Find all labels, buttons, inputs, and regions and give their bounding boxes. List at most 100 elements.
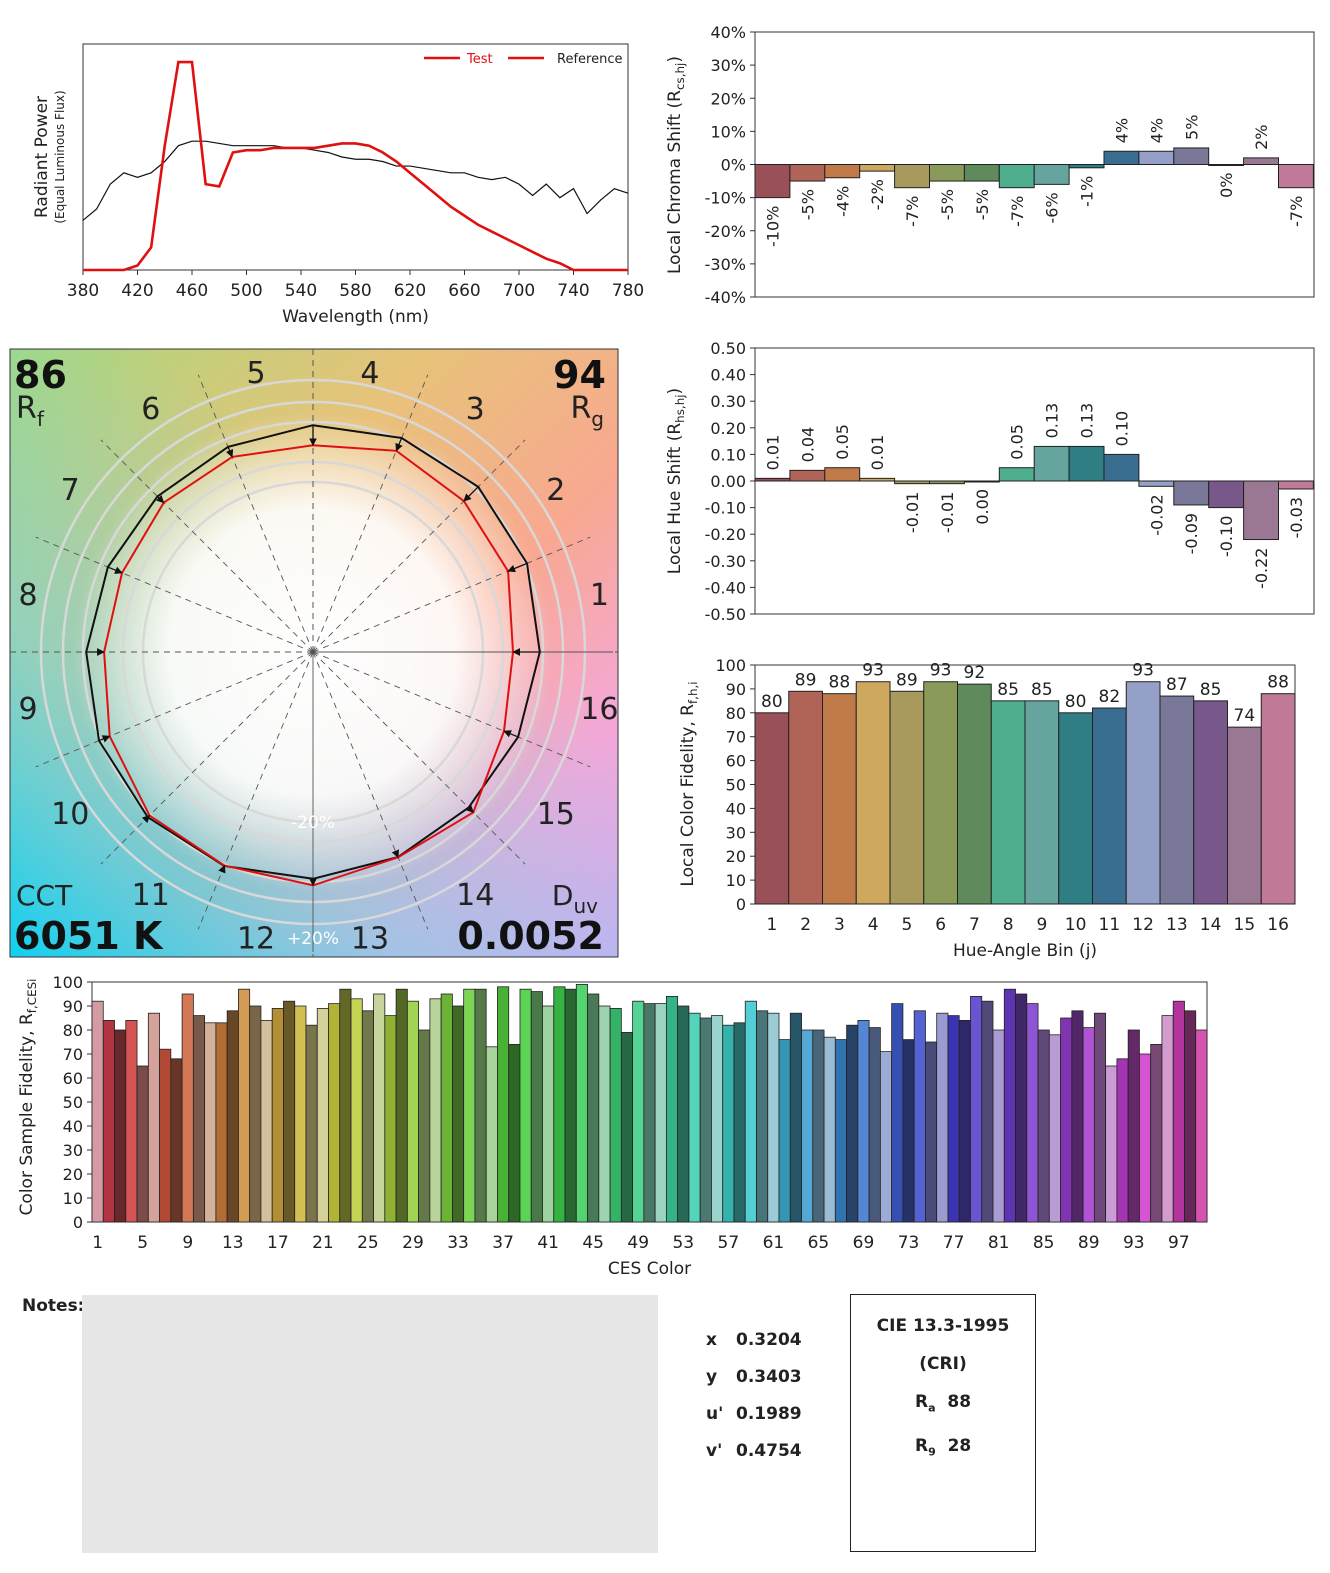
chroma-shift-chart-data-label: -7%: [1008, 196, 1027, 227]
ces-bar: [328, 1003, 341, 1223]
chroma-shift-chart-ytick-label: 40%: [710, 23, 746, 42]
lf-bar: [889, 690, 925, 905]
rg-value: 94: [553, 353, 606, 397]
ces-xtick-label: 73: [898, 1233, 920, 1253]
lf-ytick-label: 40: [726, 799, 746, 818]
lf-bar: [923, 681, 958, 905]
spd-ylabel: Radiant Power: [32, 96, 52, 218]
lf-xtick-label: 2: [800, 915, 811, 935]
ces-bar: [395, 988, 408, 1223]
ces-bar: [316, 1008, 329, 1223]
vector-sector-line: [312, 651, 591, 768]
hue-shift-chart-ytick-label: 0.50: [710, 339, 746, 358]
chroma-shift-chart-ytick-label: 0%: [721, 156, 746, 175]
ces-xtick-label: 5: [137, 1233, 148, 1253]
cri-title: CIE 13.3-1995: [876, 1316, 1010, 1336]
ces-xtick-label: 25: [357, 1233, 379, 1253]
hue-shift-chart-data-label: 0.04: [798, 427, 817, 463]
hue-shift-chart-bar: [1278, 480, 1314, 490]
hue-shift-chart-ytick-label: 0.30: [710, 392, 746, 411]
hue-shift-chart-data-label: -0.10: [1217, 516, 1236, 557]
hue-shift-chart-data-label: 0.10: [1112, 411, 1131, 447]
ces-bar: [102, 1020, 115, 1223]
hue-shift-chart-data-label: -0.01: [938, 492, 957, 533]
ces-bar: [159, 1048, 172, 1223]
cri-ra-sub: a: [928, 1401, 936, 1415]
spd-frame: [82, 43, 629, 271]
lf-data-label: 88: [829, 673, 851, 693]
rf-sub: f: [37, 407, 45, 431]
ces-bar: [778, 1039, 791, 1223]
vector-arrow: [507, 562, 528, 573]
lf-xtick-label: 6: [935, 915, 946, 935]
ces-bar: [271, 1008, 284, 1223]
cri-ra-label: R: [915, 1392, 929, 1412]
ces-xtick-label: 29: [402, 1233, 424, 1253]
ces-xtick-label: 69: [853, 1233, 875, 1253]
chroma-shift-chart: 40% 30% 20% 10% 0% -10% -20% -30% -40% -10% -5% -4%…: [705, 23, 1315, 307]
ces-bar: [699, 1017, 712, 1223]
ces-bar: [789, 1012, 802, 1223]
ces-bar: [1071, 1010, 1084, 1223]
lf-ytick-label: 50: [726, 776, 746, 795]
ces-bar: [1105, 1065, 1118, 1223]
vector-arrow: [395, 437, 403, 452]
lf-bar: [1024, 700, 1060, 905]
coord-x-value: 0.3204: [736, 1330, 802, 1350]
ces-bar: [170, 1058, 183, 1223]
vector-sector-line: [197, 374, 314, 653]
spd-test-line: [83, 60, 628, 272]
lf-ytick-label: 100: [715, 656, 746, 675]
ces-bar: [632, 1000, 645, 1223]
lf-xlabel: Hue-Angle Bin (j): [953, 941, 1097, 961]
ces-bar: [733, 1022, 746, 1223]
lf-xtick-label: 5: [901, 915, 912, 935]
lf-xtick-label: 3: [834, 915, 845, 935]
duv-label: Duv: [552, 879, 598, 918]
vector-sector-line: [312, 651, 429, 930]
ces-bar: [553, 986, 566, 1223]
hue-shift-chart-ytick-label: -0.10: [705, 499, 746, 518]
vector-bin-label: 15: [537, 797, 575, 832]
ces-xtick-label: 33: [447, 1233, 469, 1253]
hue-shift-chart-ytick-label: -0.50: [705, 605, 746, 624]
chroma-shift-chart-data-label: -5%: [938, 189, 957, 220]
lf-data-label: 92: [964, 663, 986, 683]
ces-bar: [283, 1000, 296, 1223]
ces-ytick-label: 30: [63, 1141, 83, 1160]
ces-bar: [260, 1020, 273, 1223]
hue-shift-chart-bar: [1033, 445, 1070, 482]
ces-bar: [1195, 1029, 1208, 1223]
ylabel-sub: cs,hj: [673, 63, 687, 90]
ces-ytick-label: 20: [63, 1165, 83, 1184]
vector-bin-label: 1: [590, 578, 609, 613]
vector-bin-label: 11: [132, 878, 170, 913]
ces-bar: [418, 1029, 431, 1223]
vector-arrow: [98, 735, 111, 743]
ces-bar: [1060, 1017, 1073, 1223]
ces-bar: [1037, 1029, 1050, 1223]
ces-bar: [339, 988, 352, 1223]
ces-bar: [913, 1010, 926, 1223]
duv-sub: uv: [573, 894, 598, 918]
ces-bar: [744, 1000, 757, 1223]
chroma-shift-chart-data-label: -7%: [1287, 196, 1306, 227]
ces-bar: [192, 1015, 206, 1223]
chroma-shift-chart-bar: [1103, 150, 1140, 165]
ces-bar: [643, 1003, 656, 1223]
ces-bar: [575, 984, 588, 1223]
vector-bin-label: 7: [61, 473, 80, 508]
hue-shift-chart-data-label: -0.22: [1252, 548, 1271, 589]
coord-v-value: 0.4754: [736, 1441, 802, 1461]
cri-r9-label: R: [915, 1436, 929, 1457]
ces-bar: [125, 1020, 138, 1223]
ces-bar: [936, 1012, 949, 1223]
ces-bar: [1161, 1015, 1174, 1223]
notes-box: [82, 1295, 658, 1553]
spd-xtick-label: 380: [67, 281, 99, 301]
chroma-shift-chart-bar: [859, 164, 896, 172]
spd-chart: 380 420 460 500 540 580 620 660 700 740 780 Wavelen…: [67, 43, 644, 327]
ces-bar: [722, 1024, 735, 1223]
spd-ylabel-sub: (Equal Luminous Flux): [53, 90, 67, 223]
coord-u-label: u': [706, 1404, 724, 1424]
